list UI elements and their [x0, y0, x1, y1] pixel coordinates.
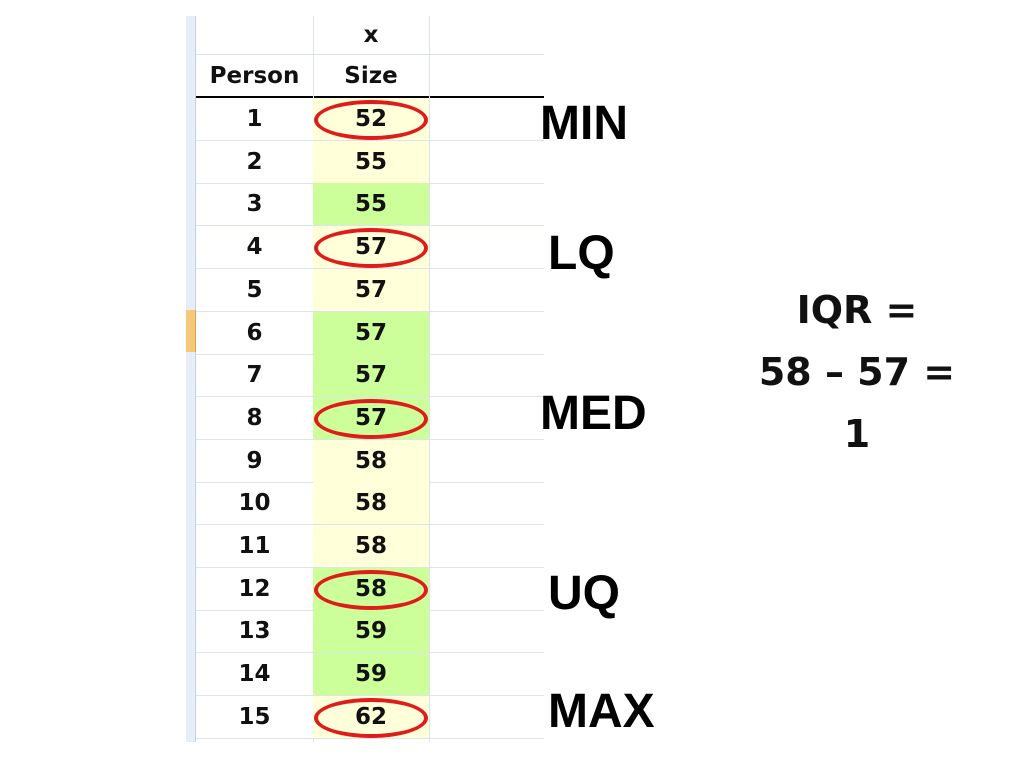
person-cell[interactable]: 1 [246, 106, 263, 132]
grid-hline [196, 652, 544, 653]
person-cell[interactable]: 13 [238, 618, 271, 644]
size-cell[interactable]: 58 [354, 490, 387, 516]
iqr-line-2: 58 – 57 = [758, 350, 956, 394]
grid-hline [196, 695, 544, 696]
highlight-circle [314, 570, 428, 610]
grid-hline [196, 225, 544, 226]
grid-hline [196, 268, 544, 269]
size-cell-fill [313, 141, 429, 183]
size-cell[interactable]: 57 [354, 277, 387, 303]
size-cell[interactable]: 59 [354, 661, 387, 687]
spreadsheet-excerpt: x Person Size 1 52 2 55 3 55 4 57 5 57 6 57 7 57 8 57 9 5… [186, 16, 544, 742]
highlight-circle [314, 228, 428, 268]
iqr-line-1: IQR = [796, 288, 918, 332]
size-cell-fill [313, 482, 429, 524]
size-cell-fill [313, 269, 429, 311]
size-cell-fill [313, 440, 429, 482]
size-cell[interactable]: 58 [354, 448, 387, 474]
person-cell[interactable]: 5 [246, 277, 263, 303]
size-cell[interactable]: 58 [354, 533, 387, 559]
grid-hline [196, 140, 544, 141]
person-cell[interactable]: 12 [238, 576, 271, 602]
size-cell-fill [313, 183, 429, 225]
person-cell[interactable]: 14 [238, 661, 271, 687]
person-cell[interactable]: 2 [246, 149, 263, 175]
max-label: MAX [548, 685, 655, 738]
size-cell-fill [313, 653, 429, 695]
grid-hline [196, 738, 544, 739]
highlight-circle [314, 100, 428, 140]
grid-vline [429, 16, 430, 742]
data-grid: x Person Size 1 52 2 55 3 55 4 57 5 57 6 57 7 57 8 57 9 5… [196, 16, 544, 742]
person-cell[interactable]: 9 [246, 448, 263, 474]
size-column-top-header: x [363, 22, 379, 48]
highlight-circle [314, 399, 428, 439]
person-column-header: Person [209, 63, 300, 89]
min-label: MIN [540, 97, 628, 150]
size-cell[interactable]: 59 [354, 618, 387, 644]
size-cell[interactable]: 55 [354, 149, 387, 175]
size-cell-fill [313, 312, 429, 354]
person-cell[interactable]: 10 [238, 490, 271, 516]
median-label: MED [540, 387, 647, 440]
grid-hline [196, 311, 544, 312]
lower-quartile-label: LQ [548, 227, 615, 280]
size-cell[interactable]: 55 [354, 191, 387, 217]
grid-hline [196, 567, 544, 568]
header-bottom-border [196, 96, 544, 98]
size-cell-fill [313, 610, 429, 652]
iqr-line-3: 1 [843, 412, 871, 456]
person-cell[interactable]: 15 [238, 704, 271, 730]
size-cell[interactable]: 57 [354, 320, 387, 346]
upper-quartile-label: UQ [548, 567, 620, 620]
person-cell[interactable]: 6 [246, 320, 263, 346]
size-cell-fill [313, 525, 429, 567]
size-cell[interactable]: 57 [354, 362, 387, 388]
grid-hline [196, 54, 544, 55]
person-cell[interactable]: 8 [246, 405, 263, 431]
grid-hline [196, 396, 544, 397]
row-header-active[interactable] [186, 310, 196, 352]
size-cell-fill [313, 354, 429, 396]
grid-hline [196, 439, 544, 440]
person-cell[interactable]: 3 [246, 191, 263, 217]
person-cell[interactable]: 11 [238, 533, 271, 559]
person-cell[interactable]: 7 [246, 362, 263, 388]
size-column-header: Size [344, 63, 398, 89]
person-cell[interactable]: 4 [246, 234, 263, 260]
highlight-circle [314, 698, 428, 738]
grid-hline [196, 524, 544, 525]
row-header-strip[interactable] [186, 16, 196, 742]
